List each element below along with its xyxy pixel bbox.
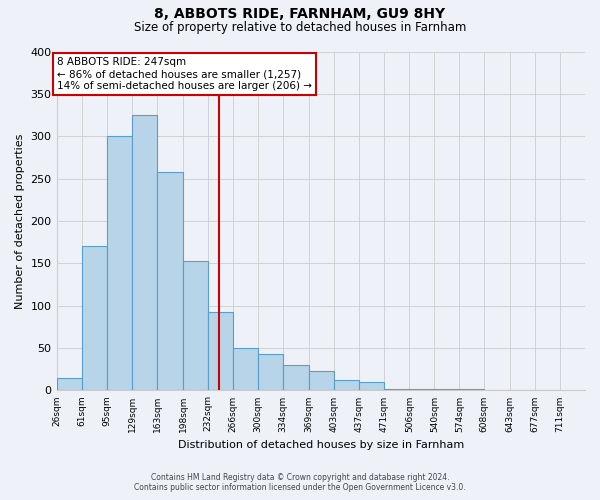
- Text: 8 ABBOTS RIDE: 247sqm
← 86% of detached houses are smaller (1,257)
14% of semi-d: 8 ABBOTS RIDE: 247sqm ← 86% of detached …: [57, 58, 312, 90]
- Bar: [132, 115, 157, 390]
- Y-axis label: Number of detached properties: Number of detached properties: [15, 134, 25, 308]
- Bar: [434, 388, 460, 390]
- Bar: [283, 365, 308, 390]
- Text: 8, ABBOTS RIDE, FARNHAM, GU9 8HY: 8, ABBOTS RIDE, FARNHAM, GU9 8HY: [154, 8, 446, 22]
- Bar: [359, 382, 383, 390]
- Bar: [383, 388, 409, 390]
- Text: Size of property relative to detached houses in Farnham: Size of property relative to detached ho…: [134, 21, 466, 34]
- Bar: [308, 371, 334, 390]
- Bar: [208, 312, 233, 390]
- Bar: [183, 261, 208, 390]
- Bar: [409, 388, 434, 390]
- Bar: [233, 348, 258, 391]
- Bar: [56, 378, 82, 390]
- Bar: [258, 354, 283, 391]
- X-axis label: Distribution of detached houses by size in Farnham: Distribution of detached houses by size …: [178, 440, 464, 450]
- Bar: [107, 136, 132, 390]
- Bar: [334, 380, 359, 390]
- Bar: [82, 246, 107, 390]
- Text: Contains HM Land Registry data © Crown copyright and database right 2024.
Contai: Contains HM Land Registry data © Crown c…: [134, 473, 466, 492]
- Bar: [460, 388, 484, 390]
- Bar: [157, 172, 183, 390]
